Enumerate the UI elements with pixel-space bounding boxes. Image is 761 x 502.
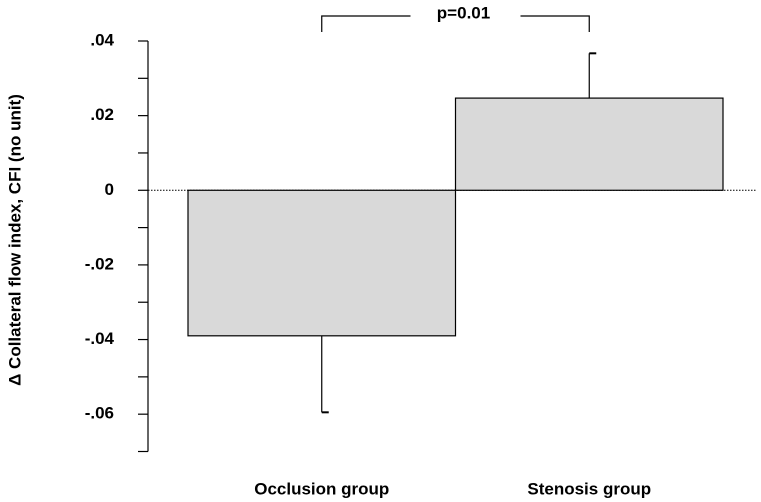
y-axis-label: Δ Collateral flow index, CFI (no unit) xyxy=(5,94,24,386)
y-tick-label: -.02 xyxy=(85,254,114,273)
y-tick-label: -.04 xyxy=(85,329,115,348)
y-tick-label: 0 xyxy=(105,180,114,199)
annotation: p=0.01 xyxy=(437,3,490,22)
x-tick-label: Stenosis group xyxy=(527,479,651,498)
y-tick-label: .04 xyxy=(90,30,114,49)
y-tick-label: .02 xyxy=(90,105,114,124)
bar xyxy=(187,189,457,337)
bar xyxy=(454,97,724,191)
significance-bracket xyxy=(321,15,411,32)
y-tick-label: -.06 xyxy=(85,404,114,423)
x-tick-label: Occlusion group xyxy=(254,479,389,498)
significance-bracket xyxy=(520,15,590,32)
